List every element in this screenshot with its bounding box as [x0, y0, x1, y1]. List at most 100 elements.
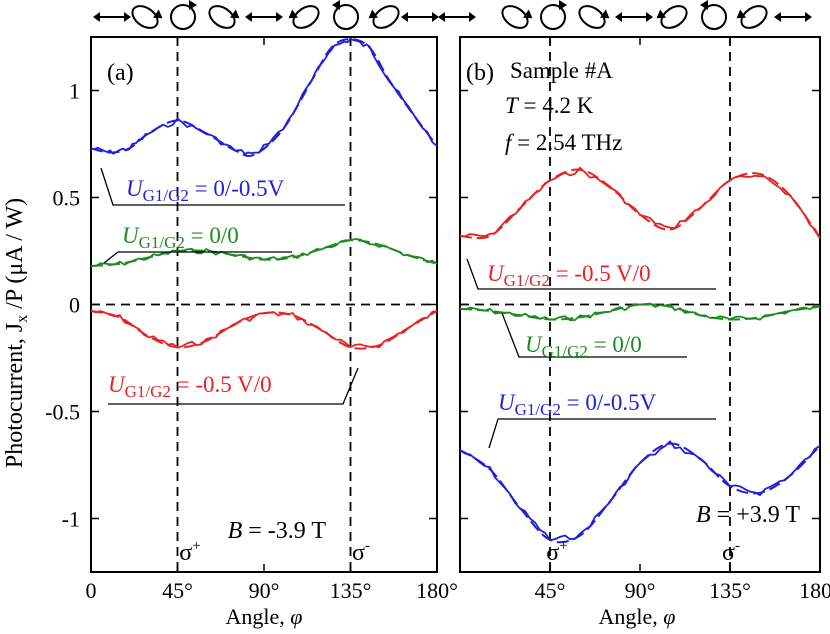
sigma-label-b-1: σ- [722, 538, 740, 566]
series-label-a-0: UG1/G2 = 0/-0.5V [126, 176, 285, 205]
icon-head [523, 9, 533, 19]
icon-ring [578, 5, 606, 29]
series-line-b-2 [459, 440, 821, 542]
field-label-val-a: = -3.9 T [242, 518, 326, 544]
annotation-val-1: = 4.2 K [518, 93, 594, 118]
y-tick-label-4: -1 [62, 507, 80, 532]
sigma-label-b-0: σ+ [546, 538, 567, 566]
series-label-b-1-main: U [525, 332, 543, 357]
ellipse-ccw-icon-a-5 [288, 5, 320, 29]
icon-head [700, 0, 708, 10]
icon-ring [292, 5, 320, 29]
series-line-a-2 [90, 310, 438, 349]
y-tick-label-0: 1 [69, 79, 80, 104]
series-line-b-0 [459, 166, 821, 239]
sigma-label-sup-b-0: + [559, 538, 567, 554]
icon-ring [131, 5, 159, 29]
series-fit-b-1 [459, 303, 821, 321]
icon-head [600, 9, 610, 19]
annotation-0: Sample #A [510, 58, 613, 83]
sigma-label-base-b-1: σ [722, 540, 735, 566]
circle-ccw-icon-a-6 [332, 0, 359, 30]
y-axis-label: Photocurrent, Jx /P (μA / W) [2, 198, 31, 468]
annotation-val-2: = 2.54 THz [511, 130, 622, 155]
series-fit-a-2 [90, 309, 438, 350]
series-label-a-1: UG1/G2 = 0/0 [122, 223, 239, 252]
double-arrow-icon-a-8 [401, 12, 439, 22]
y-tick-label-1: 0.5 [53, 186, 81, 211]
y-tick-label-2: 0 [69, 293, 80, 318]
double-arrow-icon-a-4 [245, 12, 283, 22]
icon-ring [208, 5, 236, 29]
icon-ring [170, 4, 196, 30]
sigma-label-base-b-0: σ [546, 540, 559, 566]
x-axis-label-b: Angle, φ [599, 604, 676, 629]
series-leader-b-2 [488, 418, 716, 449]
series-fit-b-0 [459, 168, 821, 240]
x-tick-label-b-0: 45° [535, 578, 566, 603]
sigma-label-base-a-1: σ [352, 540, 365, 566]
icon-head [332, 0, 340, 10]
field-label-sym-a: B [228, 518, 243, 544]
field-label-val-b: = +3.9 T [711, 502, 801, 528]
icon-head [189, 0, 197, 10]
double-arrow-icon-b-0 [438, 12, 476, 22]
series-label-b-2-tail: = 0/-0.5V [561, 390, 657, 415]
sigma-label-sup-a-1: - [365, 538, 370, 554]
icon-head [559, 0, 567, 10]
annotation-sym-2: f [505, 130, 515, 155]
series-label-a-1-main: U [122, 223, 140, 248]
circle-cw-icon-a-2 [170, 0, 197, 30]
series-label-b-0: UG1/G2 = -0.5 V/0 [487, 261, 651, 290]
x-tick-label-b-3: 180° [799, 578, 830, 603]
x-axis-symbol-a: φ [290, 604, 302, 629]
sigma-label-sup-a-0: + [192, 538, 200, 554]
sigma-label-a-0: σ+ [179, 538, 200, 566]
series-line-a-1 [91, 238, 438, 267]
series-line-a-0 [90, 37, 438, 155]
series-leader-b-0 [466, 258, 716, 290]
double-arrow-icon-b-4 [615, 12, 653, 22]
ellipse-cw-icon-b-3 [578, 5, 610, 29]
series-fit-b-2 [459, 442, 821, 544]
series-line-b-1 [459, 302, 821, 322]
series-leader-a-1 [103, 251, 292, 264]
series-label-a-1-sub: G1/G2 [139, 233, 185, 252]
ellipse-ccw-icon-a-7 [368, 5, 400, 29]
series-leader-a-0 [100, 167, 345, 206]
circle-ccw-icon-b-6 [700, 0, 727, 30]
sigma-label-sup-b-1: - [735, 538, 740, 554]
sigma-label-base-a-0: σ [179, 540, 192, 566]
icon-ring [540, 4, 566, 30]
x-tick-label-a-4: 180° [416, 578, 458, 603]
annotation-1: T = 4.2 K [505, 93, 594, 118]
series-label-a-0-main: U [126, 176, 144, 201]
series-label-a-1-tail: = 0/0 [185, 223, 239, 248]
x-tick-label-a-2: 90° [249, 578, 280, 603]
ellipse-ccw-icon-b-7 [736, 5, 768, 29]
y-tick-label-3: -0.5 [45, 400, 80, 425]
annotation-sym-1: T [505, 93, 520, 118]
ellipse-cw-icon-a-1 [131, 5, 163, 29]
icon-ring [372, 5, 400, 29]
polarization-icon-row [93, 0, 812, 30]
x-axis-label-a: Angle, φ [226, 604, 303, 629]
series-leader-b-1 [501, 312, 687, 358]
series-label-a-2-main: U [108, 372, 126, 397]
annotation-2: f = 2.54 THz [505, 130, 622, 155]
icon-head [153, 9, 163, 19]
field-label-sym-b: B [696, 502, 711, 528]
series-label-b-1-sub: G1/G2 [542, 342, 588, 361]
field-label-a: B = -3.9 T [228, 518, 327, 544]
x-tick-label-a-3: 135° [330, 578, 372, 603]
panel-a: 10.50-0.5-10 45° 90° 135° 180°UG1/G2 = 0/-0.… [45, 36, 458, 603]
series-label-b-1: UG1/G2 = 0/0 [525, 332, 642, 361]
series-label-a-0-sub: G1/G2 [143, 186, 189, 205]
series-label-b-2: UG1/G2 = 0/-0.5V [498, 390, 657, 419]
ellipse-cw-icon-b-1 [501, 5, 533, 29]
x-tick-label-b-2: 135° [709, 578, 751, 603]
double-arrow-icon-b-8 [774, 12, 812, 22]
series-label-b-0-sub: G1/G2 [504, 271, 550, 290]
icon-ring [501, 5, 529, 29]
